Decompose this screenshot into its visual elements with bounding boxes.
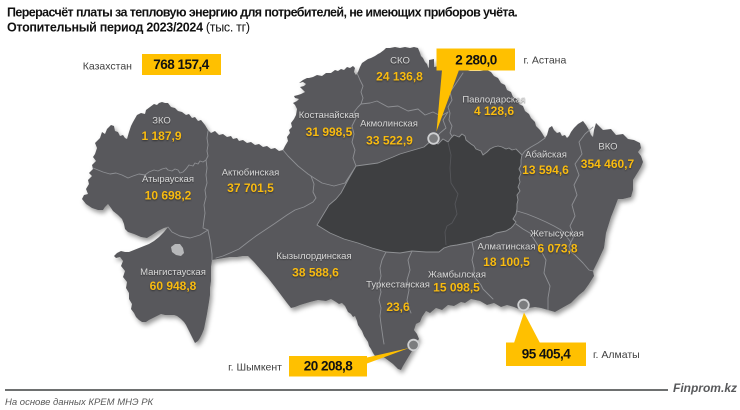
- svg-text:СКО: СКО: [390, 56, 410, 67]
- svg-text:768 157,4: 768 157,4: [153, 57, 210, 72]
- svg-text:10 698,2: 10 698,2: [145, 189, 192, 203]
- svg-text:95 405,4: 95 405,4: [522, 347, 572, 362]
- svg-text:Отопительный период 2023/2024: Отопительный период 2023/2024 (тыс. тг): [7, 21, 250, 35]
- svg-text:Атырауская: Атырауская: [142, 174, 194, 185]
- svg-text:Жетысуская: Жетысуская: [530, 229, 584, 240]
- svg-text:4 128,6: 4 128,6: [474, 104, 514, 118]
- svg-text:Павлодарская: Павлодарская: [462, 95, 525, 106]
- svg-text:Казахстан: Казахстан: [83, 61, 132, 73]
- svg-text:354 460,7: 354 460,7: [581, 157, 635, 171]
- svg-text:г. Алматы: г. Алматы: [593, 349, 640, 361]
- svg-text:Актюбинская: Актюбинская: [222, 168, 280, 179]
- svg-text:Finprom.kz: Finprom.kz: [673, 381, 737, 395]
- svg-text:Абайская: Абайская: [525, 150, 567, 161]
- svg-text:37 701,5: 37 701,5: [227, 181, 274, 195]
- svg-text:г. Шымкент: г. Шымкент: [228, 362, 282, 374]
- svg-text:Кызылординская: Кызылординская: [276, 251, 351, 262]
- svg-text:24 136,8: 24 136,8: [376, 70, 423, 84]
- svg-text:60 948,8: 60 948,8: [150, 279, 197, 293]
- svg-text:38 588,6: 38 588,6: [292, 266, 339, 280]
- svg-text:31 998,5: 31 998,5: [306, 125, 353, 139]
- svg-text:ЗКО: ЗКО: [152, 116, 171, 127]
- svg-text:1 187,9: 1 187,9: [141, 129, 181, 143]
- svg-text:Алматинская: Алматинская: [478, 242, 536, 253]
- svg-text:ВКО: ВКО: [598, 142, 617, 153]
- svg-text:6 073,8: 6 073,8: [537, 242, 577, 256]
- svg-text:Мангистауская: Мангистауская: [140, 267, 206, 278]
- svg-text:На основе данных КРЕМ МНЭ РК: На основе данных КРЕМ МНЭ РК: [5, 397, 155, 408]
- svg-text:13 594,6: 13 594,6: [522, 163, 569, 177]
- svg-text:Перерасчёт платы за тепловую э: Перерасчёт платы за тепловую энергию для…: [7, 6, 517, 20]
- svg-text:Туркестанская: Туркестанская: [366, 280, 430, 291]
- svg-text:Костанайская: Костанайская: [299, 110, 359, 121]
- svg-text:18 100,5: 18 100,5: [483, 255, 530, 269]
- svg-text:33 522,9: 33 522,9: [366, 134, 413, 148]
- svg-text:23,6: 23,6: [386, 300, 410, 314]
- svg-text:г. Астана: г. Астана: [524, 55, 567, 67]
- svg-text:Акмолинская: Акмолинская: [360, 119, 418, 130]
- svg-text:15 098,5: 15 098,5: [433, 281, 480, 295]
- svg-text:20 208,8: 20 208,8: [304, 359, 354, 374]
- svg-text:2 280,0: 2 280,0: [455, 53, 497, 68]
- svg-text:Жамбылская: Жамбылская: [428, 270, 486, 281]
